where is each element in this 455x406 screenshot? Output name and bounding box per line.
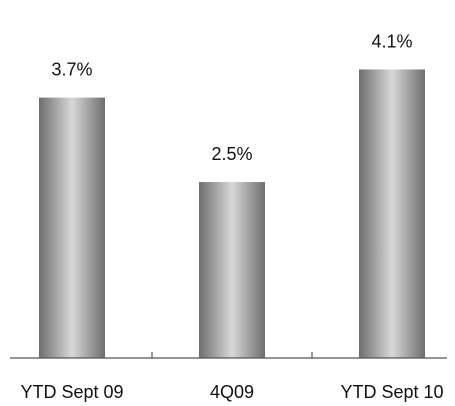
x-axis-ticks bbox=[151, 352, 313, 358]
bar-3 bbox=[359, 69, 425, 358]
bar-1 bbox=[39, 97, 105, 359]
x-axis-tick-labels: YTD Sept 09 4Q09 YTD Sept 10 bbox=[20, 382, 443, 402]
bar-2 bbox=[199, 182, 265, 358]
data-label-3: 4.1% bbox=[371, 31, 412, 51]
data-label-1: 3.7% bbox=[51, 60, 92, 80]
data-label-2: 2.5% bbox=[211, 144, 252, 164]
data-labels-layer: 3.7% 2.5% 4.1% bbox=[51, 31, 412, 164]
bars-layer bbox=[39, 69, 425, 359]
x-tick-label-2: 4Q09 bbox=[210, 382, 254, 402]
x-tick-label-1: YTD Sept 09 bbox=[20, 382, 123, 402]
x-tick-label-3: YTD Sept 10 bbox=[340, 382, 443, 402]
